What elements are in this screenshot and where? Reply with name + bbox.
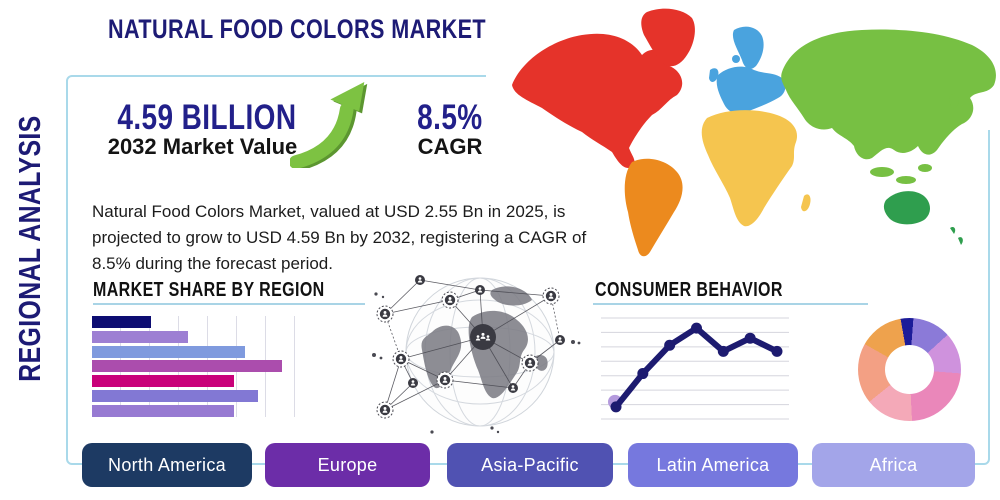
donut-chart xyxy=(858,318,961,421)
map-continent-north-america xyxy=(512,33,683,168)
region-button-asia-pacific[interactable]: Asia-Pacific xyxy=(447,443,613,487)
map-continent-europe xyxy=(732,26,764,69)
market-share-bar-2 xyxy=(92,330,188,343)
map-continent-south-america xyxy=(624,158,683,257)
globe-scatter-dots xyxy=(372,292,581,434)
world-map xyxy=(486,2,996,263)
market-share-bar-1 xyxy=(92,316,151,328)
map-continent-asia xyxy=(781,29,996,160)
globe-center-people-node-icon xyxy=(470,324,496,350)
donut-chart-hole xyxy=(885,345,934,394)
consumer-behavior-underline xyxy=(593,303,868,305)
map-new-zealand xyxy=(950,226,963,245)
region-button-north-america[interactable]: North America xyxy=(82,443,252,487)
map-united-kingdom xyxy=(709,68,719,82)
market-value-caption: 2032 Market Value xyxy=(107,134,298,159)
market-share-underline xyxy=(93,303,365,305)
map-continent-australia xyxy=(883,191,930,225)
region-button-africa[interactable]: Africa xyxy=(812,443,975,487)
map-iceland xyxy=(732,55,740,63)
side-label-regional-analysis: REGIONAL ANALYSIS xyxy=(12,115,47,383)
consumer-behavior-heading: CONSUMER BEHAVIOR xyxy=(595,279,783,301)
cagr-caption: CAGR xyxy=(417,134,483,159)
consumer-behavior-line-plot xyxy=(601,317,789,420)
market-value-stat: 4.59 BILLION xyxy=(117,98,297,137)
market-share-bar-6 xyxy=(92,390,258,403)
market-summary-text: Natural Food Colors Market, valued at US… xyxy=(92,202,587,273)
market-share-bar-4 xyxy=(92,360,282,373)
market-share-bar-7 xyxy=(92,404,234,417)
cagr-stat: 8.5% xyxy=(417,98,483,137)
page-title-text: NATURAL FOOD COLORS MARKET xyxy=(108,14,486,44)
growth-arrow-icon xyxy=(290,81,368,168)
page-title: NATURAL FOOD COLORS MARKET xyxy=(108,14,580,45)
map-madagascar xyxy=(801,194,811,212)
region-button-latin-america[interactable]: Latin America xyxy=(628,443,798,487)
market-share-bar-3 xyxy=(92,345,245,358)
globe-network-lines xyxy=(384,279,561,411)
market-share-bar-5 xyxy=(92,375,234,388)
map-greenland xyxy=(641,8,695,67)
globe-network-illustration xyxy=(372,262,581,434)
map-continent-africa xyxy=(701,110,798,227)
market-share-heading: MARKET SHARE BY REGION xyxy=(93,279,325,301)
market-share-bar-plot xyxy=(92,316,310,417)
region-button-europe[interactable]: Europe xyxy=(265,443,430,487)
map-japan xyxy=(949,93,959,109)
globe-node-icon xyxy=(377,306,393,322)
map-southeast-asia xyxy=(870,167,894,177)
